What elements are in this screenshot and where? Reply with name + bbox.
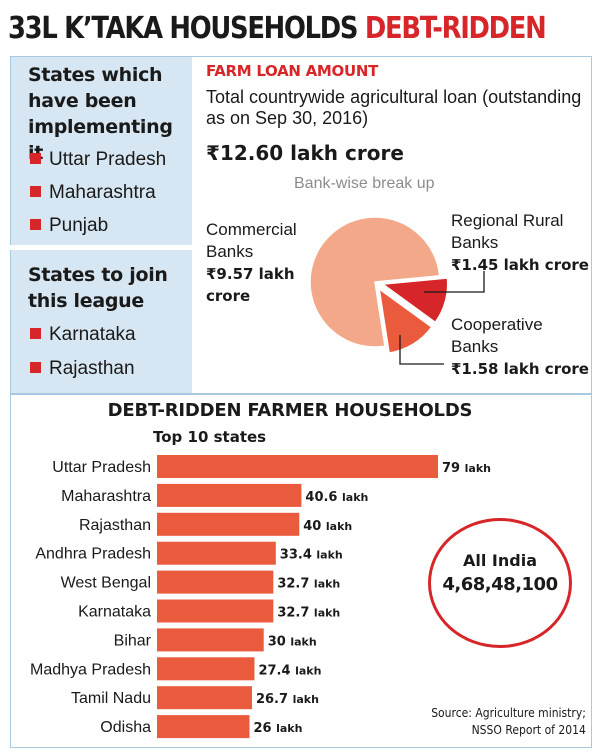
pie-label-commercial: Commercial Banks ₹9.57 lakh crore: [206, 219, 326, 307]
pie-label-value: ₹9.57 lakh crore: [206, 265, 295, 305]
state-name: Punjab: [49, 215, 109, 236]
bullet-icon: [30, 219, 41, 230]
farm-loan-subtitle: Total countrywide agricultural loan (out…: [206, 87, 582, 128]
state-name: Maharashtra: [49, 182, 156, 203]
farm-loan-title: FARM LOAN AMOUNT: [206, 62, 379, 80]
bullet-icon: [30, 186, 41, 197]
pie-label-value: ₹1.58 lakh crore: [451, 360, 589, 378]
states-divider: [10, 245, 192, 250]
all-india-badge: All India 4,68,48,100: [428, 518, 572, 648]
all-india-label: All India: [463, 551, 537, 570]
bullet-icon: [30, 328, 41, 339]
pie-label-name: Regional Rural Banks: [451, 211, 564, 252]
headline-highlight: DEBT-RIDDEN: [364, 11, 547, 46]
headline: 33L K’TAKA HOUSEHOLDS DEBT-RIDDEN: [8, 6, 547, 52]
bullet-icon: [30, 153, 41, 164]
pie-label-rrb: Regional Rural Banks ₹1.45 lakh crore: [451, 210, 591, 276]
bullet-icon: [30, 362, 41, 373]
all-india-value: 4,68,48,100: [442, 574, 558, 595]
implementing-heading: States which have been implementing it: [28, 64, 173, 164]
join-state-1: Karnataka: [30, 322, 136, 348]
join-heading: States to join this league: [28, 264, 168, 312]
bar-chart-subtitle: Top 10 states: [153, 428, 267, 446]
bottom-panel-frame: [10, 394, 592, 748]
source-line-2: NSSO Report of 2014: [471, 723, 586, 737]
implementing-state-2: Maharashtra: [30, 180, 156, 206]
state-name: Uttar Pradesh: [49, 149, 167, 170]
pie-label-name: Commercial Banks: [206, 220, 297, 261]
source-line-1: Source: Agriculture ministry;: [431, 706, 586, 720]
state-name: Rajasthan: [49, 358, 135, 379]
implementing-state-3: Punjab: [30, 213, 108, 239]
implementing-state-1: Uttar Pradesh: [30, 147, 166, 173]
top-panel-frame: [10, 56, 592, 394]
farm-loan-total: ₹12.60 lakh crore: [206, 141, 404, 165]
pie-label-value: ₹1.45 lakh crore: [451, 256, 589, 274]
bar-chart-title: DEBT-RIDDEN FARMER HOUSEHOLDS: [107, 400, 473, 421]
pie-label-name: Cooperative Banks: [451, 315, 543, 356]
headline-main: 33L K’TAKA HOUSEHOLDS: [8, 11, 365, 46]
state-name: Karnataka: [49, 324, 136, 345]
pie-caption: Bank-wise break up: [294, 175, 435, 192]
source-note: Source: Agriculture ministry; NSSO Repor…: [431, 705, 586, 739]
pie-label-cooperative: Cooperative Banks ₹1.58 lakh crore: [451, 314, 591, 380]
join-state-2: Rajasthan: [30, 356, 135, 382]
